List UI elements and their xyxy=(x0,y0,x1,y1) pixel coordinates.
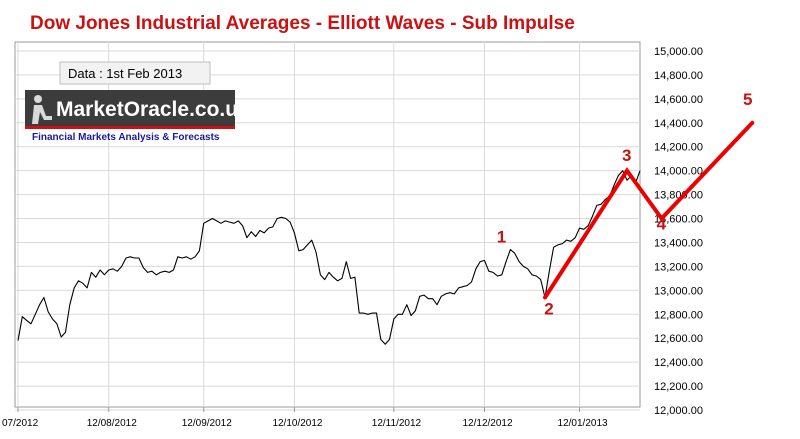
y-tick-label: 14,200.00 xyxy=(654,142,703,154)
x-tick-label: 12/12/2012 xyxy=(463,418,513,429)
y-tick-label: 12,400.00 xyxy=(654,357,703,369)
wave-label-2: 2 xyxy=(544,299,553,318)
y-tick-label: 13,000.00 xyxy=(654,285,703,297)
x-tick-label: 12/11/2012 xyxy=(372,418,422,429)
price-series-line xyxy=(17,170,641,345)
wave-label-5: 5 xyxy=(743,90,752,109)
y-tick-label: 14,600.00 xyxy=(654,94,703,106)
y-tick-label: 12,800.00 xyxy=(654,309,703,321)
wave-label-1: 1 xyxy=(497,227,506,246)
logo: MarketOracle.co.uk Financial Markets Ana… xyxy=(25,90,250,143)
x-tick-label: 12/10/2012 xyxy=(272,418,322,429)
y-tick-label: 12,000.00 xyxy=(654,405,703,417)
x-tick-label: 12/08/2012 xyxy=(87,418,137,429)
y-tick-label: 13,600.00 xyxy=(654,214,703,226)
chart-title: Dow Jones Industrial Averages - Elliott … xyxy=(30,13,575,34)
x-tick-label: 12/09/2012 xyxy=(182,418,232,429)
logo-background xyxy=(25,90,235,126)
y-tick-label: 13,200.00 xyxy=(654,261,703,273)
y-tick-label: 12,600.00 xyxy=(654,333,703,345)
data-box-label: Data : 1st Feb 2013 xyxy=(68,66,182,81)
x-tick-label: 07/2012 xyxy=(2,418,39,429)
logo-stripe xyxy=(25,126,235,129)
wave-label-3: 3 xyxy=(622,146,631,165)
y-axis: 15,000.00 14,800.00 14,600.00 14,400.00 14,2… xyxy=(654,46,703,417)
y-tick-label: 15,000.00 xyxy=(654,46,703,58)
y-tick-label: 14,400.00 xyxy=(654,118,703,130)
y-tick-label: 13,400.00 xyxy=(654,237,703,249)
wave-label-4: 4 xyxy=(657,214,667,233)
x-tick-label: 12/01/2013 xyxy=(558,418,608,429)
logo-name: MarketOracle.co.uk xyxy=(56,98,250,121)
wave-labels: 1 2 3 4 5 xyxy=(497,90,753,318)
elliott-wave-line xyxy=(543,120,755,300)
y-tick-label: 14,000.00 xyxy=(654,166,703,178)
logo-tagline: Financial Markets Analysis & Forecasts xyxy=(32,132,220,143)
x-axis: 07/2012 12/08/2012 12/09/2012 12/10/2012 12/… xyxy=(2,407,608,429)
y-tick-label: 14,800.00 xyxy=(654,70,703,82)
data-box-frame xyxy=(59,61,211,85)
y-tick-label: 12,200.00 xyxy=(654,381,703,393)
y-tick-label: 13,800.00 xyxy=(654,190,703,202)
logo-reader-icon xyxy=(32,95,52,124)
data-date-box: Data : 1st Feb 2013 xyxy=(59,61,211,85)
